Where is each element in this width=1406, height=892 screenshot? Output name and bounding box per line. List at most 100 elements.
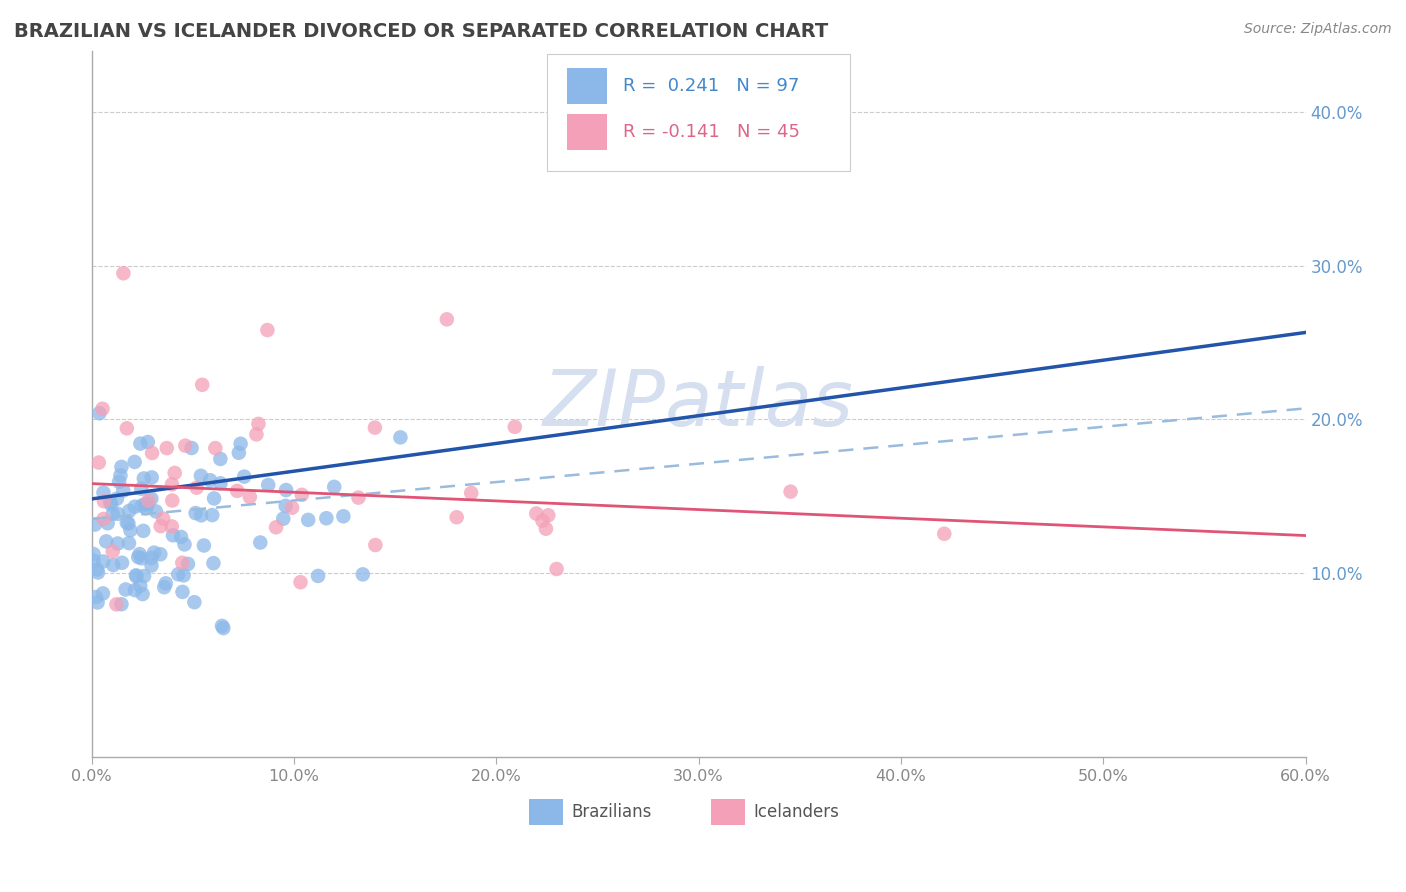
Point xyxy=(87,456,110,470)
Point xyxy=(114,582,136,597)
Point xyxy=(125,569,148,583)
Point xyxy=(141,470,163,484)
Point xyxy=(173,537,195,551)
Point xyxy=(152,511,174,525)
Point xyxy=(89,406,111,420)
Point xyxy=(274,483,297,497)
Point xyxy=(180,441,202,455)
Point xyxy=(779,484,801,499)
Point xyxy=(83,553,105,567)
Point xyxy=(93,512,115,526)
Point xyxy=(291,488,314,502)
Point xyxy=(83,547,105,561)
Point xyxy=(118,504,141,518)
Point xyxy=(228,446,250,460)
Point xyxy=(93,494,115,508)
Point xyxy=(97,516,120,531)
Point xyxy=(160,519,183,533)
Point xyxy=(209,476,232,491)
Point xyxy=(110,459,132,474)
Point xyxy=(86,562,108,576)
Point xyxy=(274,499,297,513)
Text: Source: ZipAtlas.com: Source: ZipAtlas.com xyxy=(1244,22,1392,37)
Point xyxy=(129,482,152,496)
Point xyxy=(352,567,374,582)
Point xyxy=(202,556,225,570)
Point xyxy=(209,452,232,467)
Point xyxy=(141,550,163,565)
Point xyxy=(96,534,118,549)
Point xyxy=(323,480,346,494)
Point xyxy=(129,436,152,450)
Point xyxy=(156,441,179,455)
Point xyxy=(112,266,135,280)
Point xyxy=(364,420,387,434)
Point xyxy=(546,562,568,576)
Point xyxy=(204,441,226,455)
Point xyxy=(124,583,146,598)
Point xyxy=(127,550,149,565)
Point xyxy=(534,522,557,536)
Point xyxy=(128,547,150,561)
Point xyxy=(91,586,114,600)
Point xyxy=(524,507,547,521)
Point xyxy=(162,528,184,542)
Point xyxy=(307,569,329,583)
Point xyxy=(115,421,138,435)
Point xyxy=(131,499,153,513)
FancyBboxPatch shape xyxy=(710,798,745,825)
Point xyxy=(101,507,124,521)
Point xyxy=(93,485,115,500)
Point xyxy=(934,526,956,541)
Point xyxy=(105,598,128,612)
Text: BRAZILIAN VS ICELANDER DIVORCED OR SEPARATED CORRELATION CHART: BRAZILIAN VS ICELANDER DIVORCED OR SEPAR… xyxy=(14,22,828,41)
Point xyxy=(103,558,125,573)
Point xyxy=(105,491,128,506)
Text: ZIP​atlas: ZIP​atlas xyxy=(543,366,853,442)
Point xyxy=(271,511,294,525)
Point xyxy=(131,587,153,601)
Point xyxy=(124,455,146,469)
Point xyxy=(460,486,482,500)
Point xyxy=(446,510,468,524)
Point xyxy=(315,511,337,525)
Point xyxy=(141,558,163,573)
Point xyxy=(184,506,207,520)
Point xyxy=(145,504,167,518)
Point xyxy=(98,494,121,508)
Point xyxy=(233,469,256,483)
Point xyxy=(503,420,526,434)
Point xyxy=(132,524,155,538)
Point xyxy=(347,491,370,505)
Point xyxy=(198,473,221,487)
Point xyxy=(160,477,183,491)
Point xyxy=(84,517,107,532)
Point xyxy=(290,575,312,590)
Point xyxy=(141,446,163,460)
Point xyxy=(120,523,142,537)
Point xyxy=(118,536,141,550)
Point xyxy=(125,568,148,582)
Point xyxy=(537,508,560,523)
Point xyxy=(174,439,197,453)
Point xyxy=(84,590,107,604)
Point xyxy=(117,516,139,531)
Point xyxy=(389,430,412,444)
Point xyxy=(332,509,354,524)
Point xyxy=(173,568,195,582)
Point xyxy=(183,595,205,609)
Point xyxy=(111,556,134,570)
Point xyxy=(226,483,249,498)
Point xyxy=(129,579,152,593)
Point xyxy=(87,566,110,580)
Point xyxy=(141,491,163,506)
Point xyxy=(124,500,146,514)
Point xyxy=(86,595,108,609)
Point xyxy=(110,468,132,483)
Point xyxy=(107,507,129,521)
Point xyxy=(191,377,214,392)
Point xyxy=(281,500,304,515)
Text: R =  0.241   N = 97: R = 0.241 N = 97 xyxy=(623,77,800,95)
Point xyxy=(153,580,176,594)
Point xyxy=(135,501,157,516)
